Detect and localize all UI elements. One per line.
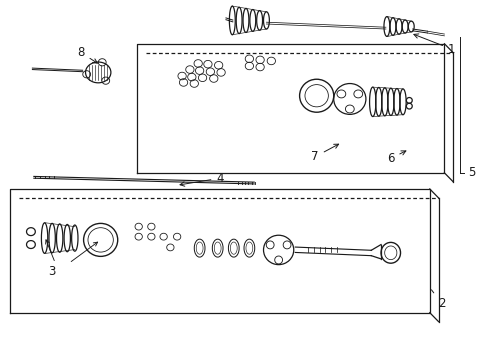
Text: 1: 1 xyxy=(413,34,454,55)
Text: 3: 3 xyxy=(48,265,56,278)
Text: 5: 5 xyxy=(467,166,474,179)
Text: 4: 4 xyxy=(180,172,224,186)
Text: 7: 7 xyxy=(311,144,338,163)
Text: 2: 2 xyxy=(430,290,445,310)
Text: 8: 8 xyxy=(77,46,97,63)
Text: 6: 6 xyxy=(386,151,405,165)
